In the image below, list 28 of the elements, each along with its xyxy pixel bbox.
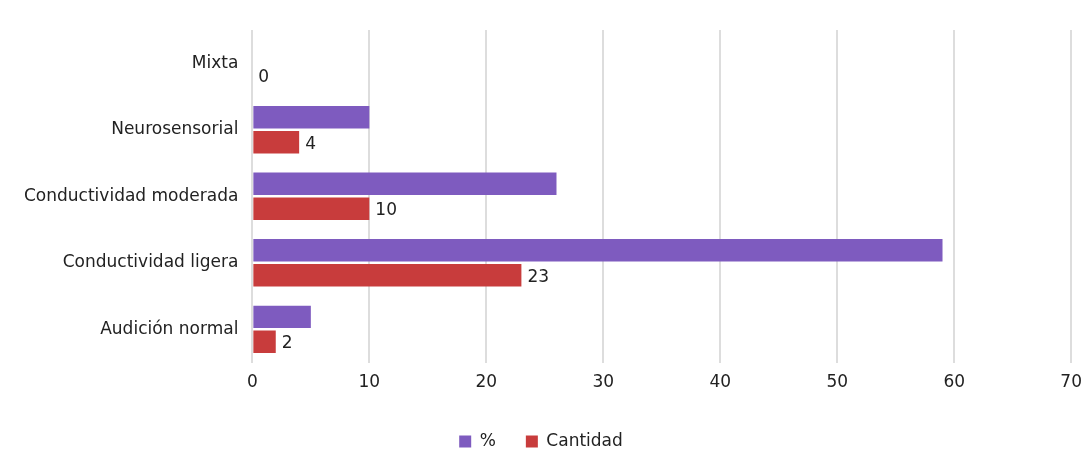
data-label: 10	[375, 199, 397, 220]
y-tick-label: Conductividad ligera	[62, 251, 239, 272]
data-label: 23	[527, 265, 550, 286]
legend-label: Cantidad	[546, 429, 623, 450]
y-tick-label: Mixta	[191, 51, 239, 72]
bar	[253, 239, 943, 262]
bar	[253, 131, 300, 154]
bar	[253, 305, 311, 329]
x-tick-label: 70	[1060, 371, 1082, 392]
data-label: 4	[305, 132, 316, 153]
y-tick-label: Conductividad moderada	[24, 184, 239, 205]
bar	[253, 330, 276, 354]
x-tick-label: 30	[592, 371, 615, 392]
bar	[253, 172, 557, 196]
x-tick-label: 40	[709, 371, 732, 392]
bar	[253, 106, 370, 129]
legend-label: %	[479, 429, 496, 450]
data-label: 0	[258, 66, 270, 87]
x-tick-label: 60	[943, 371, 966, 392]
x-tick-label: 20	[475, 371, 498, 392]
x-tick-label: 0	[246, 371, 258, 392]
bar	[253, 197, 370, 220]
data-label: 2	[281, 332, 293, 353]
bar	[253, 264, 522, 287]
y-tick-label: Audición normal	[100, 317, 239, 338]
x-tick-label: 10	[358, 371, 381, 392]
x-tick-label: 50	[826, 371, 849, 392]
y-tick-label: Neurosensorial	[111, 118, 239, 139]
